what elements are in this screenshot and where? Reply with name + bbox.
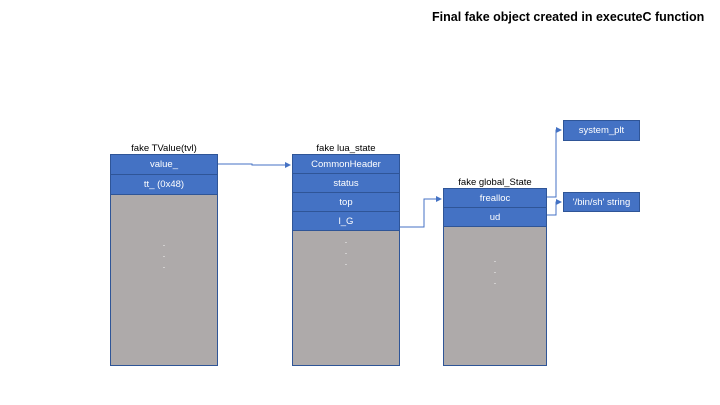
diagram-title: Final fake object created in executeC fu… <box>432 10 705 24</box>
tvalue-ellipsis: · · · <box>162 240 166 272</box>
global-state-ellipsis: · · · <box>493 256 497 288</box>
binsh-string-box: '/bin/sh' string <box>563 192 640 212</box>
global-state-field-ud: ud <box>443 207 547 226</box>
lua-state-field-top: top <box>292 192 400 211</box>
arrow-value-to-lua-state <box>218 162 291 168</box>
lua-state-memory-block <box>292 230 400 366</box>
global-state-memory-block <box>443 226 547 366</box>
arrow-ud-to-binsh <box>547 199 562 216</box>
lua-state-field-status: status <box>292 173 400 192</box>
arrow-l-g-to-global-state <box>400 196 442 228</box>
lua-state-field-commonheader: CommonHeader <box>292 154 400 173</box>
global-state-label: fake global_State <box>458 177 532 188</box>
arrow-frealloc-to-system-plt <box>547 127 562 198</box>
tvalue-memory-block <box>110 194 218 366</box>
tvalue-label: fake TValue(tvl) <box>131 143 197 154</box>
global-state-field-frealloc: frealloc <box>443 188 547 207</box>
tvalue-field-tt: tt_ (0x48) <box>110 174 218 194</box>
lua-state-ellipsis: · · · <box>344 237 348 269</box>
system-plt-box: system_plt <box>563 120 640 141</box>
tvalue-field-value: value_ <box>110 154 218 174</box>
lua-state-label: fake lua_state <box>316 143 376 154</box>
lua-state-field-l-g: l_G <box>292 211 400 230</box>
